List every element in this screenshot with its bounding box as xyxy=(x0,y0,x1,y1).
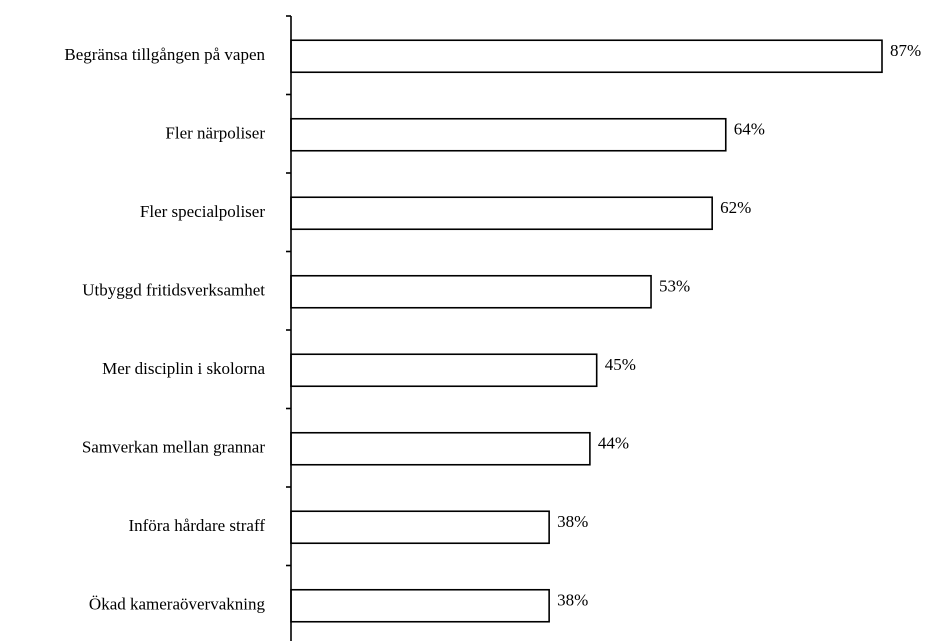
category-label: Samverkan mellan grannar xyxy=(82,438,265,457)
bar-8 xyxy=(290,588,550,623)
data-label: 38% xyxy=(557,512,588,531)
category-label: Utbyggd fritidsverksamhet xyxy=(82,281,265,300)
data-label: 53% xyxy=(659,277,690,296)
bar-2 xyxy=(290,117,727,152)
category-label: Fler närpoliser xyxy=(165,124,265,143)
bar-1 xyxy=(290,39,883,74)
bars-group xyxy=(290,39,883,623)
category-label: Begränsa tillgången på vapen xyxy=(64,45,265,64)
category-label: Mer disciplin i skolorna xyxy=(102,359,265,378)
category-axis xyxy=(286,15,292,641)
category-labels: Begränsa tillgången på vapen Fler närpoli… xyxy=(64,45,265,614)
value-labels: 87% 64% 62% 53% 45% 44% 38% 38% xyxy=(557,41,921,610)
data-label: 44% xyxy=(598,434,629,453)
bar-4 xyxy=(290,274,652,309)
bar-5 xyxy=(290,353,598,388)
data-label: 62% xyxy=(720,198,751,217)
category-label: Fler specialpoliser xyxy=(140,202,265,221)
data-label: 38% xyxy=(557,591,588,610)
bar-6 xyxy=(290,431,591,466)
data-label: 64% xyxy=(734,120,765,139)
data-label: 87% xyxy=(890,41,921,60)
bar-7 xyxy=(290,510,550,545)
category-label: Ökad kameraövervakning xyxy=(89,595,266,614)
category-label: Införa hårdare straff xyxy=(128,516,265,535)
data-label: 45% xyxy=(605,355,636,374)
bar-3 xyxy=(290,196,713,231)
